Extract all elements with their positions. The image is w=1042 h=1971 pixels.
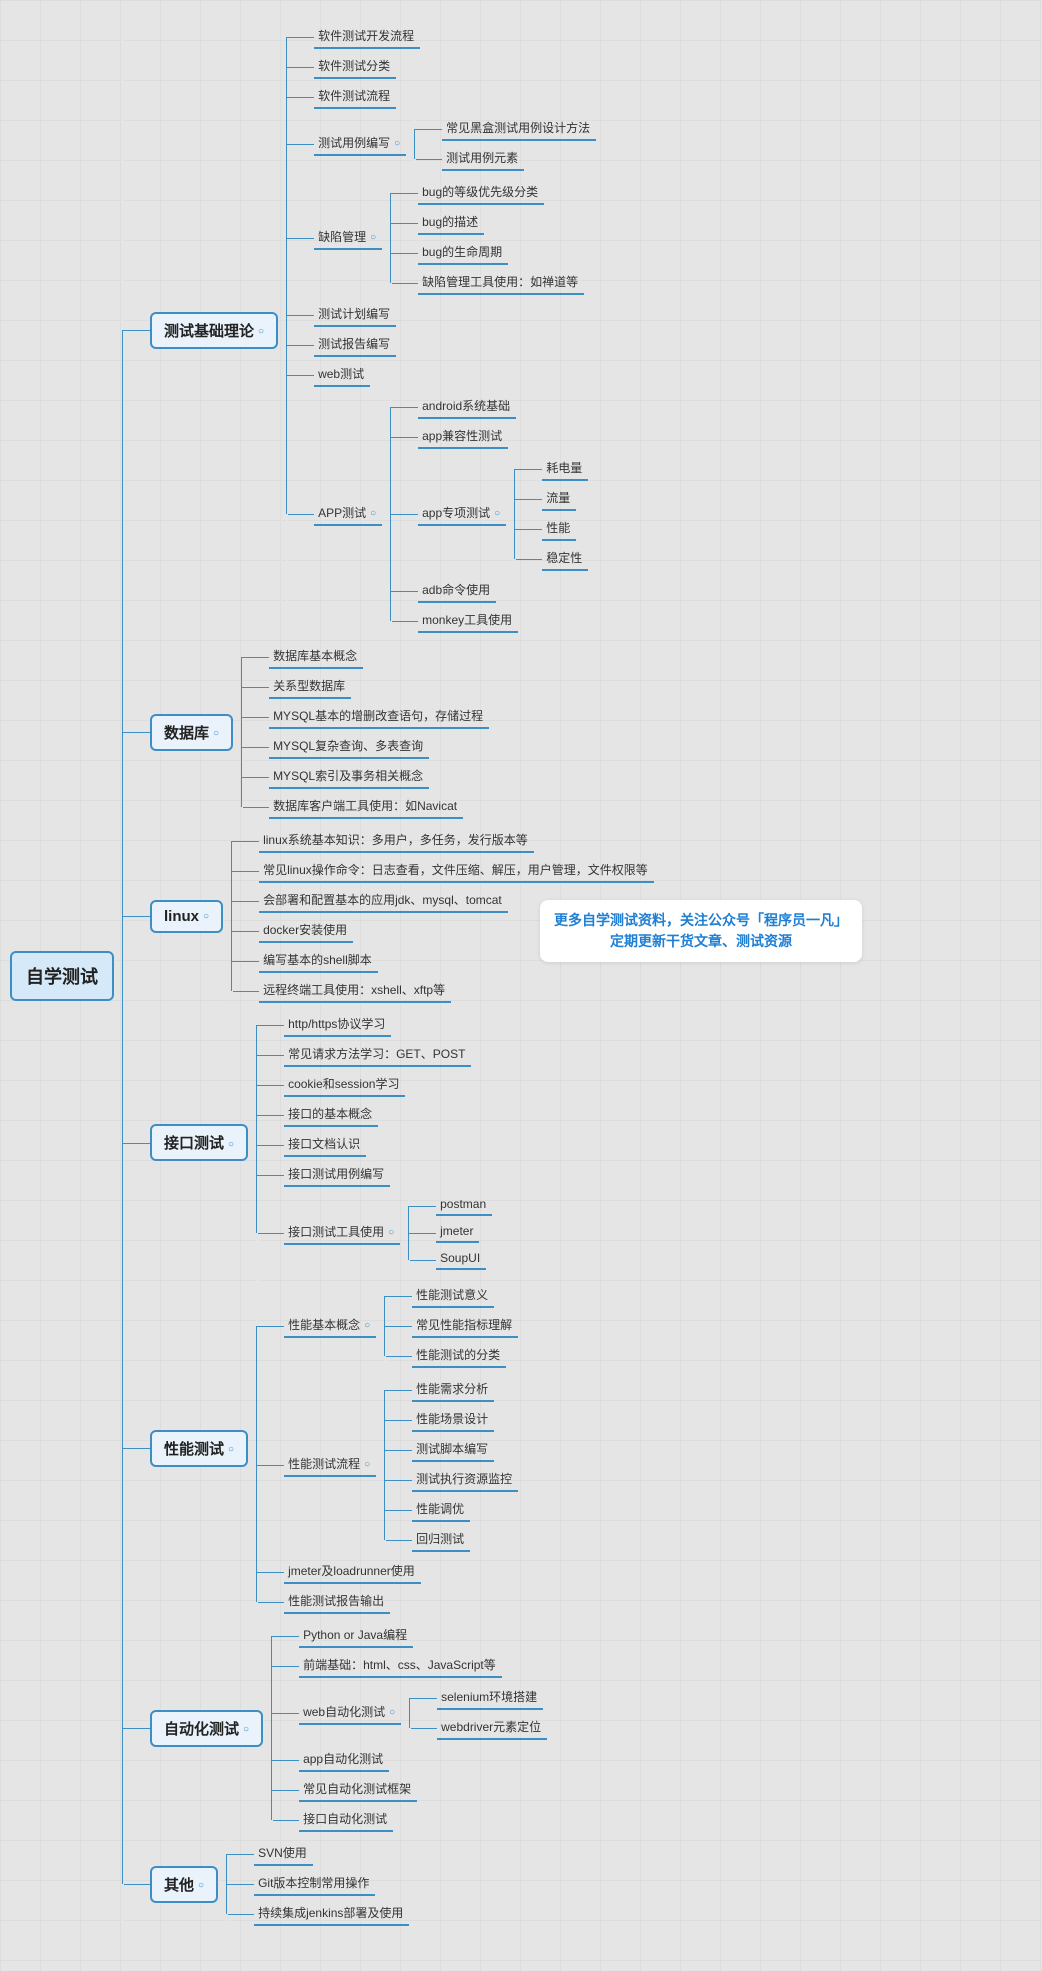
leaf-node: 持续集成jenkins部署及使用 [254,1902,409,1926]
children-group: selenium环境搭建 webdriver元素定位 [409,1683,547,1743]
leaf-node: MYSQL基本的增删改查语句，存储过程 [269,705,489,729]
children-group: 测试基础理论软件测试开发流程软件测试分类软件测试流程测试用例编写常见黑盒测试用例… [122,20,654,1931]
children-group: Python or Java编程前端基础：html、css、JavaScript… [271,1621,547,1835]
leaf-node: 远程终端工具使用：xshell、xftp等 [259,979,451,1003]
leaf-node: 缺陷管理 [314,226,382,250]
children-group: SVN使用 Git版本控制常用操作持续集成jenkins部署及使用 [226,1839,409,1929]
leaf-node: 性能调优 [412,1498,470,1522]
root-node: 自学测试 [10,951,114,1001]
mindmap-container: 自学测试测试基础理论软件测试开发流程软件测试分类软件测试流程测试用例编写常见黑盒… [10,20,1032,1931]
leaf-node: 性能需求分析 [412,1378,494,1402]
leaf-node: web自动化测试 [299,1701,401,1725]
leaf-node: 软件测试流程 [314,85,396,109]
leaf-node: 性能 [542,517,576,541]
leaf-node: jmeter [436,1222,479,1243]
leaf-node: 耗电量 [542,457,588,481]
leaf-node: bug的生命周期 [418,241,508,265]
leaf-node: 性能测试的分类 [412,1344,506,1368]
leaf-node: http/https协议学习 [284,1013,391,1037]
leaf-node: 编写基本的shell脚本 [259,949,378,973]
branch-node: 测试基础理论 [150,312,278,349]
leaf-node: postman [436,1195,492,1216]
leaf-node: MYSQL索引及事务相关概念 [269,765,429,789]
leaf-node: docker安装使用 [259,919,353,943]
leaf-node: 常见黑盒测试用例设计方法 [442,117,596,141]
leaf-node: 测试用例编写 [314,132,406,156]
children-group: 耗电量流量性能稳定性 [514,454,588,574]
children-group: android系统基础app兼容性测试app专项测试耗电量流量性能稳定性adb命… [390,392,588,636]
leaf-node: 测试用例元素 [442,147,524,171]
leaf-node: 软件测试开发流程 [314,25,420,49]
leaf-node: 流量 [542,487,576,511]
leaf-node: linux系统基本知识：多用户，多任务，发行版本等 [259,829,534,853]
callout-box: 更多自学测试资料，关注公众号「程序员一凡」 定期更新干货文章、测试资源 [540,900,862,962]
leaf-node: 接口文档认识 [284,1133,366,1157]
branch-node: linux [150,900,223,933]
children-group: 性能需求分析性能场景设计测试脚本编写测试执行资源监控性能调优回归测试 [384,1375,518,1555]
branch-node: 自动化测试 [150,1710,263,1747]
leaf-node: 常见性能指标理解 [412,1314,518,1338]
leaf-node: 软件测试分类 [314,55,396,79]
leaf-node: 性能基本概念 [284,1314,376,1338]
leaf-node: cookie和session学习 [284,1073,405,1097]
leaf-node: 数据库基本概念 [269,645,363,669]
leaf-node: 性能测试流程 [284,1453,376,1477]
leaf-node: 回归测试 [412,1528,470,1552]
leaf-node: 关系型数据库 [269,675,351,699]
branch-node: 数据库 [150,714,233,751]
leaf-node: 性能场景设计 [412,1408,494,1432]
leaf-node: 数据库客户端工具使用：如Navicat [269,795,463,819]
leaf-node: app专项测试 [418,502,506,526]
children-group: http/https协议学习常见请求方法学习：GET、POST cookie和se… [256,1010,492,1275]
children-group: bug的等级优先级分类 bug的描述 bug的生命周期缺陷管理工具使用：如禅道等 [390,178,584,298]
children-group: 数据库基本概念关系型数据库 MYSQL基本的增删改查语句，存储过程 MYSQL复杂查… [241,642,489,822]
leaf-node: 常见linux操作命令：日志查看，文件压缩、解压，用户管理，文件权限等 [259,859,654,883]
leaf-node: bug的等级优先级分类 [418,181,544,205]
leaf-node: 测试报告编写 [314,333,396,357]
leaf-node: selenium环境搭建 [437,1686,543,1710]
children-group: 软件测试开发流程软件测试分类软件测试流程测试用例编写常见黑盒测试用例设计方法测试… [286,22,596,638]
branch-node: 性能测试 [150,1430,248,1467]
leaf-node: bug的描述 [418,211,484,235]
children-group: postman jmeter SoupUI [408,1192,492,1273]
leaf-node: 缺陷管理工具使用：如禅道等 [418,271,584,295]
leaf-node: app兼容性测试 [418,425,508,449]
children-group: 性能基本概念性能测试意义常见性能指标理解性能测试的分类性能测试流程性能需求分析性… [256,1279,518,1617]
leaf-node: 测试执行资源监控 [412,1468,518,1492]
children-group: 常见黑盒测试用例设计方法测试用例元素 [414,114,596,174]
branch-node: 其他 [150,1866,218,1903]
callout-line1: 更多自学测试资料，关注公众号「程序员一凡」 [554,910,848,931]
leaf-node: 接口的基本概念 [284,1103,378,1127]
leaf-node: SoupUI [436,1249,486,1270]
leaf-node: 性能测试报告输出 [284,1590,390,1614]
leaf-node: jmeter及loadrunner使用 [284,1560,421,1584]
leaf-node: Python or Java编程 [299,1624,413,1648]
leaf-node: monkey工具使用 [418,609,518,633]
leaf-node: 接口测试用例编写 [284,1163,390,1187]
leaf-node: SVN使用 [254,1842,313,1866]
leaf-node: 前端基础：html、css、JavaScript等 [299,1654,502,1678]
leaf-node: adb命令使用 [418,579,496,603]
leaf-node: Git版本控制常用操作 [254,1872,375,1896]
leaf-node: web测试 [314,363,370,387]
leaf-node: 稳定性 [542,547,588,571]
leaf-node: webdriver元素定位 [437,1716,547,1740]
branch-node: 接口测试 [150,1124,248,1161]
leaf-node: MYSQL复杂查询、多表查询 [269,735,429,759]
leaf-node: 测试脚本编写 [412,1438,494,1462]
leaf-node: 接口自动化测试 [299,1808,393,1832]
leaf-node: APP测试 [314,502,382,526]
leaf-node: 常见请求方法学习：GET、POST [284,1043,471,1067]
leaf-node: android系统基础 [418,395,516,419]
leaf-node: app自动化测试 [299,1748,389,1772]
leaf-node: 性能测试意义 [412,1284,494,1308]
leaf-node: 常见自动化测试框架 [299,1778,417,1802]
leaf-node: 会部署和配置基本的应用jdk、mysql、tomcat [259,889,508,913]
callout-line2: 定期更新干货文章、测试资源 [554,931,848,952]
leaf-node: 测试计划编写 [314,303,396,327]
children-group: 性能测试意义常见性能指标理解性能测试的分类 [384,1281,518,1371]
leaf-node: 接口测试工具使用 [284,1221,400,1245]
